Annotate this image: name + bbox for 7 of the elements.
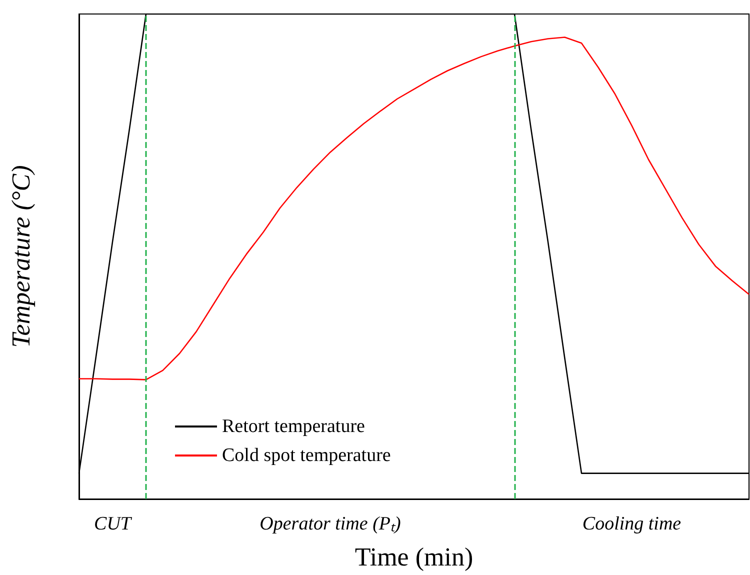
text: Cooling time [582,514,682,534]
y-axis-title: Temperature (°C) [6,165,36,348]
x-axis-title: Time (min) [354,542,474,572]
text: CUT [94,514,132,534]
legend-label: Cold spot temperature [222,445,391,466]
text: Operator time (Pₜ) [260,514,401,534]
legend-label: Retort temperature [222,416,365,437]
